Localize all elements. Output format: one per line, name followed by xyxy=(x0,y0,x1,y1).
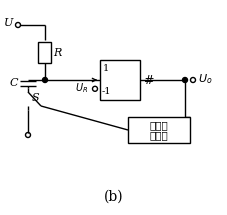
Bar xyxy=(38,42,51,63)
Text: C: C xyxy=(10,78,18,89)
Bar xyxy=(127,117,189,143)
Text: $U_R$: $U_R$ xyxy=(74,81,88,95)
Text: $U_o$: $U_o$ xyxy=(197,72,212,86)
Text: (b): (b) xyxy=(104,190,123,204)
Text: -1: -1 xyxy=(101,87,111,96)
Text: #: # xyxy=(142,74,153,86)
Text: R: R xyxy=(53,48,62,57)
Text: 1: 1 xyxy=(103,64,109,73)
Text: 开关控: 开关控 xyxy=(149,120,168,130)
Text: U: U xyxy=(4,18,13,28)
Bar xyxy=(100,60,139,100)
Text: 制电路: 制电路 xyxy=(149,130,168,140)
Circle shape xyxy=(42,77,47,83)
Text: S: S xyxy=(32,93,39,103)
Circle shape xyxy=(182,77,187,83)
